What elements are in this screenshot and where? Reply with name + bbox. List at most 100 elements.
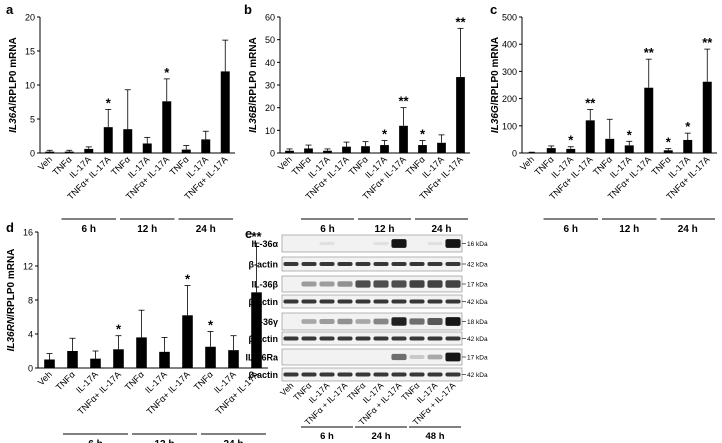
y-tick-label: 0 [270, 149, 275, 159]
significance-mark: ** [644, 45, 655, 60]
bar [67, 351, 78, 368]
blot-strip-actin: β-actin 42 kDa [249, 256, 488, 272]
category-label: Veh [36, 369, 54, 387]
bar [323, 150, 332, 153]
significance-mark: ** [251, 229, 262, 244]
blot-strip-target: IL-36γ 18 kDa [252, 312, 488, 331]
blot-band [373, 299, 389, 304]
blot-size-label: 42 kDa [467, 336, 488, 343]
y-tick-label: 0 [30, 149, 35, 159]
significance-mark: * [420, 127, 426, 142]
blot-band [391, 299, 407, 304]
blot-band [355, 299, 371, 304]
group-label: 6 h [88, 439, 102, 443]
group-label: 6 h [82, 224, 96, 235]
blot-band [319, 241, 335, 246]
blot-size-label: 42 kDa [467, 299, 488, 306]
blot-band [355, 262, 371, 266]
y-tick-label: 4 [28, 330, 33, 340]
blot-band [391, 280, 407, 288]
blot-strip-actin: β-actin 42 kDa [249, 294, 488, 309]
y-tick-label: 10 [265, 126, 275, 136]
bar [44, 359, 55, 368]
y-axis-label: IL36RN/RPLP0 mRNA [6, 249, 17, 352]
y-axis-gene: IL36A [8, 106, 19, 133]
blot-row-label: IL-36α [251, 239, 278, 249]
bar [546, 148, 556, 153]
y-tick-label: 30 [265, 81, 275, 91]
blot-band [409, 336, 425, 341]
bar [181, 149, 191, 153]
y-tick-label: 12 [23, 262, 33, 272]
y-tick-label: 200 [502, 94, 517, 104]
bar [361, 146, 370, 153]
significance-mark: ** [702, 35, 713, 50]
significance-mark: ** [585, 95, 596, 110]
blot-row-label: β-actin [249, 334, 279, 344]
group-label: 12 h [154, 439, 174, 443]
category-label: TNFα [54, 369, 77, 392]
blot-band [337, 262, 353, 266]
y-axis-label: IL36G/RPLP0 mRNA [490, 37, 501, 133]
y-tick-label: 100 [502, 121, 517, 131]
blot-band [373, 262, 389, 266]
blot-size-label: 17 kDa [467, 355, 488, 362]
blot-band [427, 299, 443, 304]
significance-mark: * [164, 65, 170, 80]
bar [285, 150, 294, 153]
bar [162, 101, 172, 153]
y-tick-label: 400 [502, 40, 517, 50]
bar [683, 139, 693, 153]
blot-band [337, 318, 353, 325]
y-axis-suffix: /RPLP0 mRNA [248, 37, 259, 105]
blot-band [337, 372, 353, 377]
significance-mark: * [685, 119, 691, 134]
panel-letter-d: d [6, 220, 14, 235]
blot-band [445, 372, 461, 377]
blot-band [427, 318, 443, 325]
bar [566, 148, 576, 153]
blot-size-label: 16 kDa [467, 241, 488, 248]
bar [159, 351, 170, 368]
significance-mark: * [106, 95, 112, 110]
blot-band [337, 281, 353, 287]
bar [585, 120, 595, 153]
blot-band [319, 336, 335, 341]
y-tick-label: 0 [512, 149, 517, 159]
y-axis-gene: IL36B [248, 106, 259, 133]
blot-size-label: 17 kDa [467, 282, 488, 289]
blot-band [301, 319, 317, 324]
group-label: 12 h [619, 224, 639, 235]
category-label: TNFα [123, 369, 146, 392]
panel-letter-c: c [490, 2, 497, 17]
blot-band [283, 372, 299, 377]
blot-band [301, 299, 317, 304]
blot-band [427, 372, 443, 377]
y-tick-label: 5 [30, 115, 35, 125]
blot-size-label: 42 kDa [467, 262, 488, 269]
bar [702, 81, 712, 153]
blot-strip-target: IL-36Ra 17 kDa [245, 348, 488, 366]
group-label: 24 h [678, 224, 698, 235]
blot-band [337, 299, 353, 304]
blot-band [337, 336, 353, 341]
blot-band [373, 318, 389, 325]
y-tick-label: 50 [265, 35, 275, 45]
blot-band [319, 281, 335, 287]
blot-band [445, 239, 461, 248]
y-tick-label: 500 [502, 13, 517, 23]
bar [418, 145, 427, 153]
group-label: 6 h [564, 224, 578, 235]
blot-band [445, 299, 461, 304]
significance-mark: * [627, 127, 633, 142]
y-axis-gene: IL36G [490, 105, 501, 133]
blot-band [283, 336, 299, 341]
bar [113, 349, 124, 368]
significance-mark: * [568, 133, 574, 148]
blot-band [301, 281, 317, 287]
blot-band [445, 336, 461, 341]
blot-band [409, 280, 425, 288]
